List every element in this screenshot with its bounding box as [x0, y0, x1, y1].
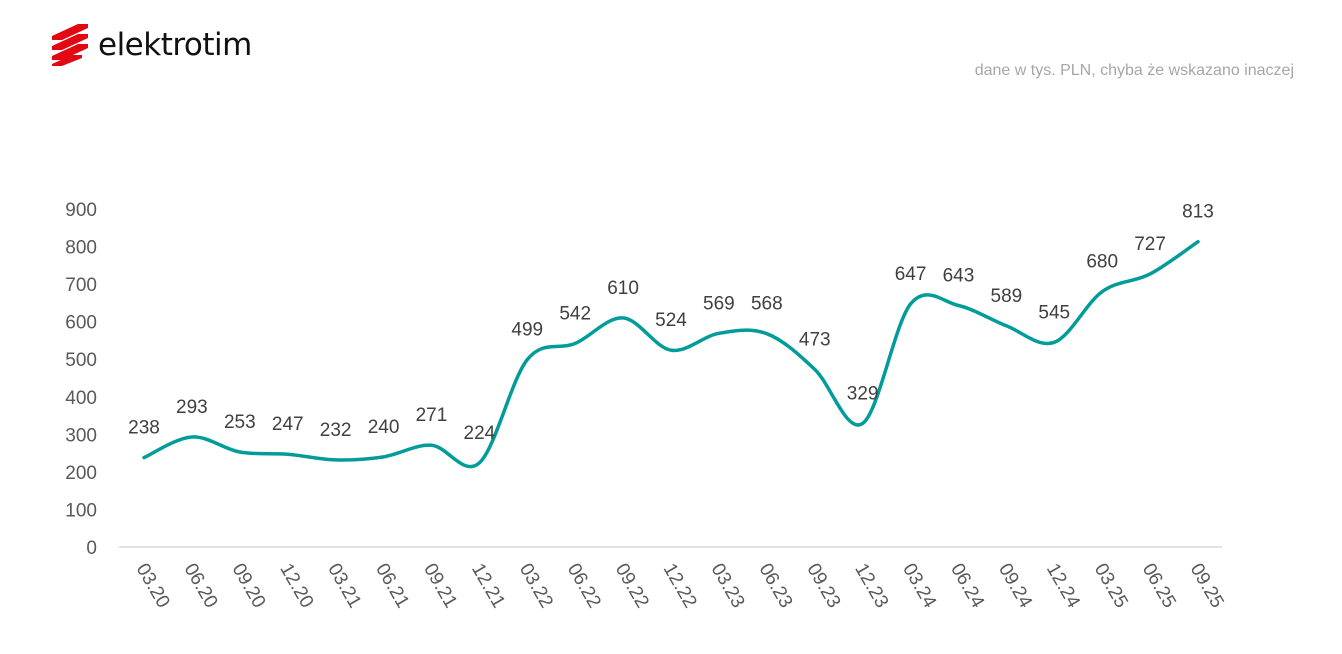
data-label: 271 [416, 405, 448, 426]
data-label: 329 [847, 383, 879, 404]
units-note: dane w tys. PLN, chyba że wskazano inacz… [974, 62, 1294, 79]
data-label: 568 [751, 294, 783, 315]
data-label: 643 [943, 266, 975, 287]
data-label: 238 [128, 418, 160, 439]
data-label: 680 [1086, 252, 1118, 273]
data-label: 569 [703, 293, 735, 314]
x-tick-label: 03.20 [132, 560, 174, 612]
x-tick-label: 03.24 [898, 560, 940, 612]
data-label: 813 [1182, 202, 1214, 223]
x-tick-label: 12.24 [1042, 560, 1084, 612]
y-tick-label: 900 [65, 200, 97, 221]
data-label: 247 [272, 414, 304, 435]
x-tick-label: 09.22 [611, 560, 653, 612]
data-label: 253 [224, 412, 256, 433]
x-tick-label: 03.22 [515, 560, 557, 612]
x-tick-label: 03.21 [323, 560, 365, 612]
data-label: 610 [607, 278, 639, 299]
x-tick-label: 09.21 [419, 560, 461, 612]
data-label: 232 [320, 420, 352, 441]
data-label: 524 [655, 310, 687, 331]
data-label: 473 [799, 329, 831, 350]
y-tick-label: 800 [65, 238, 97, 259]
y-tick-label: 400 [65, 388, 97, 409]
y-tick-label: 200 [65, 463, 97, 484]
x-tick-label: 06.20 [180, 560, 222, 612]
x-tick-label: 09.23 [802, 560, 844, 612]
elektrotim-logo-icon [52, 24, 88, 66]
y-tick-label: 500 [65, 350, 97, 371]
data-label: 240 [368, 417, 400, 438]
y-tick-label: 0 [86, 538, 97, 559]
logo-text: elektrotim [98, 27, 252, 63]
x-tick-label: 06.22 [563, 560, 605, 612]
x-tick-label: 06.24 [946, 560, 988, 612]
x-tick-label: 12.21 [467, 560, 509, 612]
x-tick-label: 06.23 [754, 560, 796, 612]
x-tick-label: 12.22 [659, 560, 701, 612]
logo: elektrotim [52, 24, 252, 66]
x-tick-label: 03.23 [707, 560, 749, 612]
y-tick-label: 600 [65, 313, 97, 334]
series-line [142, 239, 1200, 469]
data-label: 542 [559, 303, 591, 324]
data-label: 224 [464, 423, 496, 444]
data-label: 293 [176, 397, 208, 418]
y-tick-label: 100 [65, 500, 97, 521]
x-tick-label: 12.20 [275, 560, 317, 612]
x-tick-label: 09.24 [994, 560, 1036, 612]
data-label: 727 [1134, 234, 1166, 255]
data-label: 499 [511, 320, 543, 341]
y-tick-label: 700 [65, 275, 97, 296]
x-tick-label: 09.25 [1186, 560, 1228, 612]
x-tick-label: 09.20 [227, 560, 269, 612]
x-tick-label: 03.25 [1090, 560, 1132, 612]
y-tick-label: 300 [65, 425, 97, 446]
y-axis: 0 100 200 300 400 500 600 700 800 900 [65, 200, 97, 559]
x-axis: 03.20 06.20 09.20 12.20 03.21 06.21 09.21 12.21… [132, 560, 1228, 612]
data-label: 589 [991, 286, 1023, 307]
data-label: 545 [1038, 302, 1070, 323]
x-tick-label: 12.23 [850, 560, 892, 612]
data-labels: 238 293 253 247 232 240 271 224 499 542 610 524 569 5… [128, 202, 1214, 444]
x-tick-label: 06.21 [371, 560, 413, 612]
data-label: 647 [895, 264, 927, 285]
x-tick-label: 06.25 [1138, 560, 1180, 612]
